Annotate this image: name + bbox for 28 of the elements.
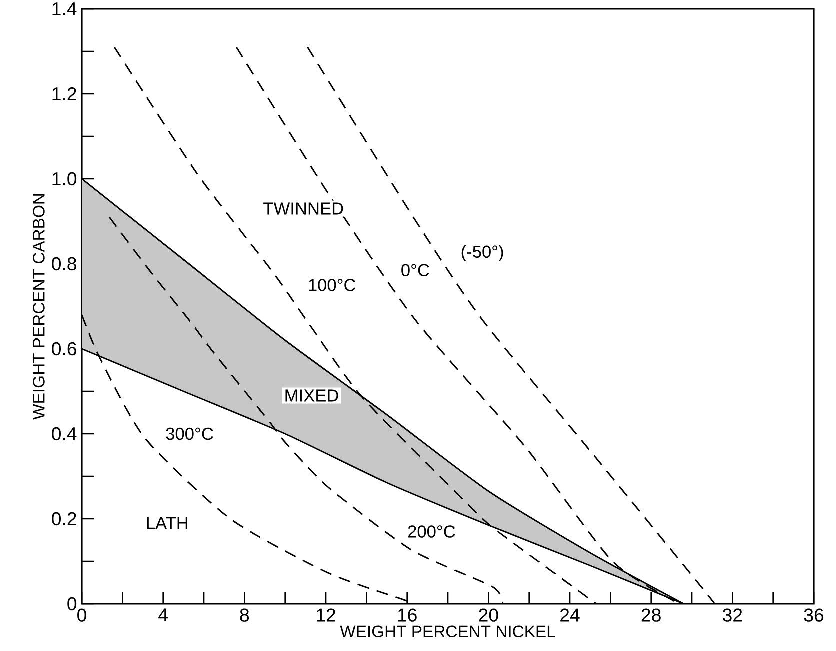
x-axis-title: WEIGHT PERCENT NICKEL [340,626,556,638]
x-tick-label: 8 [240,608,250,622]
series-label: 300°C [166,428,214,440]
y-tick-label: 0.8 [52,257,76,271]
series-label: 0°C [402,264,430,277]
annotation: MIXED [286,390,338,402]
x-tick-label: 20 [479,608,498,622]
x-tick-label: 0 [78,608,86,622]
series-label: 200°C [408,526,456,538]
annotation: TWINNED [264,202,344,215]
x-tick-label: 28 [642,608,661,622]
y-tick-label: 0.6 [52,342,76,356]
series-label: 100°C [309,279,356,292]
y-tick-label: 1.4 [52,2,77,16]
y-tick-label: 0.4 [52,427,77,441]
x-tick-label: 16 [398,608,417,622]
y-axis-title: WEIGHT PERCENT CARBON [33,194,45,420]
x-tick-label: 32 [722,608,742,622]
annotation: LATH [147,517,188,530]
series-label: (-50°) [462,245,504,262]
y-tick-label: 1.2 [52,87,76,101]
x-tick-label: 36 [804,608,824,622]
x-tick-label: 4 [158,608,168,622]
x-tick-label: 24 [560,608,580,622]
x-tick-label: 12 [317,608,336,622]
y-tick-label: 0.2 [52,512,76,526]
y-tick-label: 1.0 [52,172,77,186]
y-tick-label: 0 [68,597,77,611]
